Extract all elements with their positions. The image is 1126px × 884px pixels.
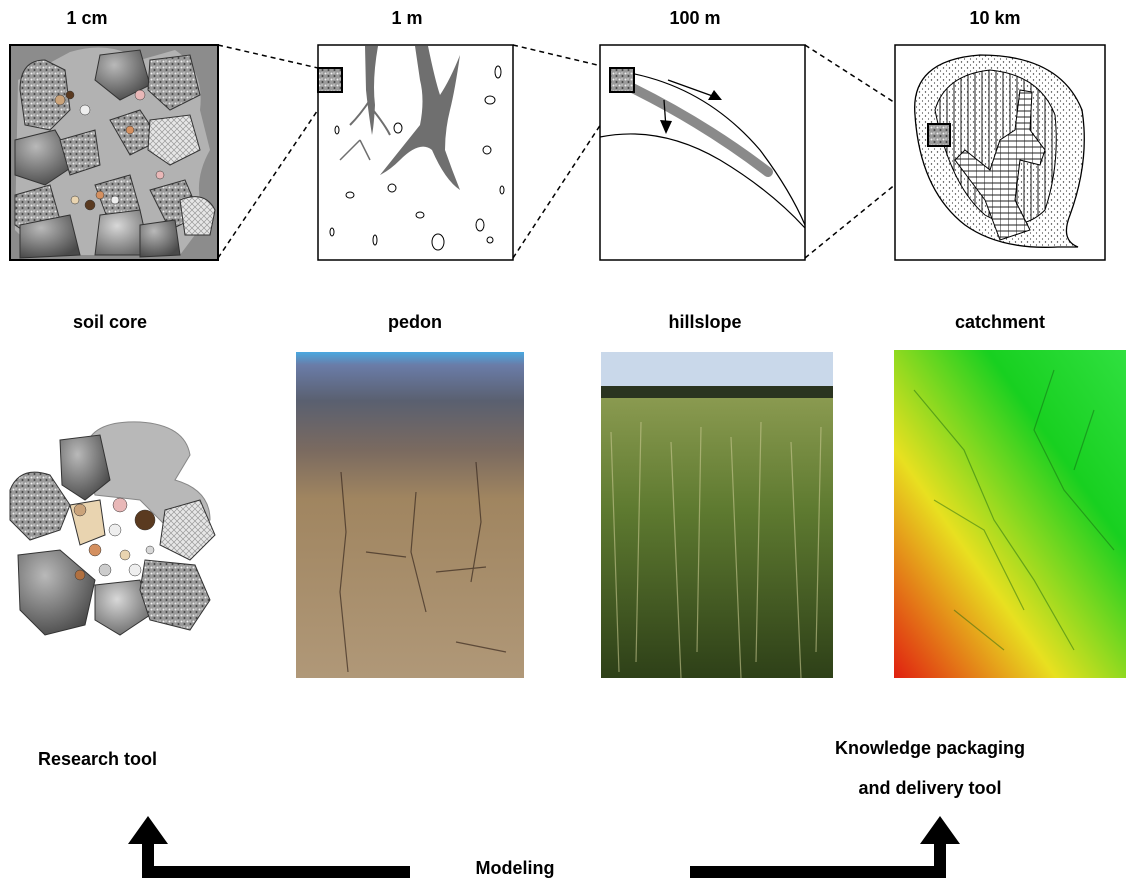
scale-label-1m: 1 m (391, 8, 423, 28)
catchment-dem (894, 350, 1126, 678)
scale-label-100m: 100 m (669, 8, 721, 28)
modeling-arrow (128, 816, 960, 878)
scale-label-1cm: 1 cm (66, 8, 108, 28)
knowledge-tool-label-line2: and delivery tool (858, 778, 1002, 798)
scale-diagram-row (9, 44, 1106, 261)
hillslope-label: hillslope (668, 312, 742, 332)
soil-core-panel (9, 44, 219, 261)
soil-core-label: soil core (72, 312, 148, 332)
grains-detail (73, 497, 156, 581)
hillslope-photo (601, 352, 833, 678)
catchment-label: catchment (954, 312, 1046, 332)
catchment-panel (894, 44, 1106, 261)
scale-label-10km: 10 km (969, 8, 1021, 28)
small-grains (54, 89, 165, 211)
pedon-photo (296, 352, 524, 678)
research-tool-label: Research tool (38, 749, 158, 769)
knowledge-tool-label-line1: Knowledge packaging (834, 738, 1026, 758)
pedon-label: pedon (388, 312, 442, 332)
pores (329, 65, 505, 251)
soil-core-illustration (9, 421, 216, 636)
pedon-panel (317, 44, 514, 261)
modeling-label: Modeling (475, 858, 555, 878)
hillslope-panel (599, 44, 806, 261)
